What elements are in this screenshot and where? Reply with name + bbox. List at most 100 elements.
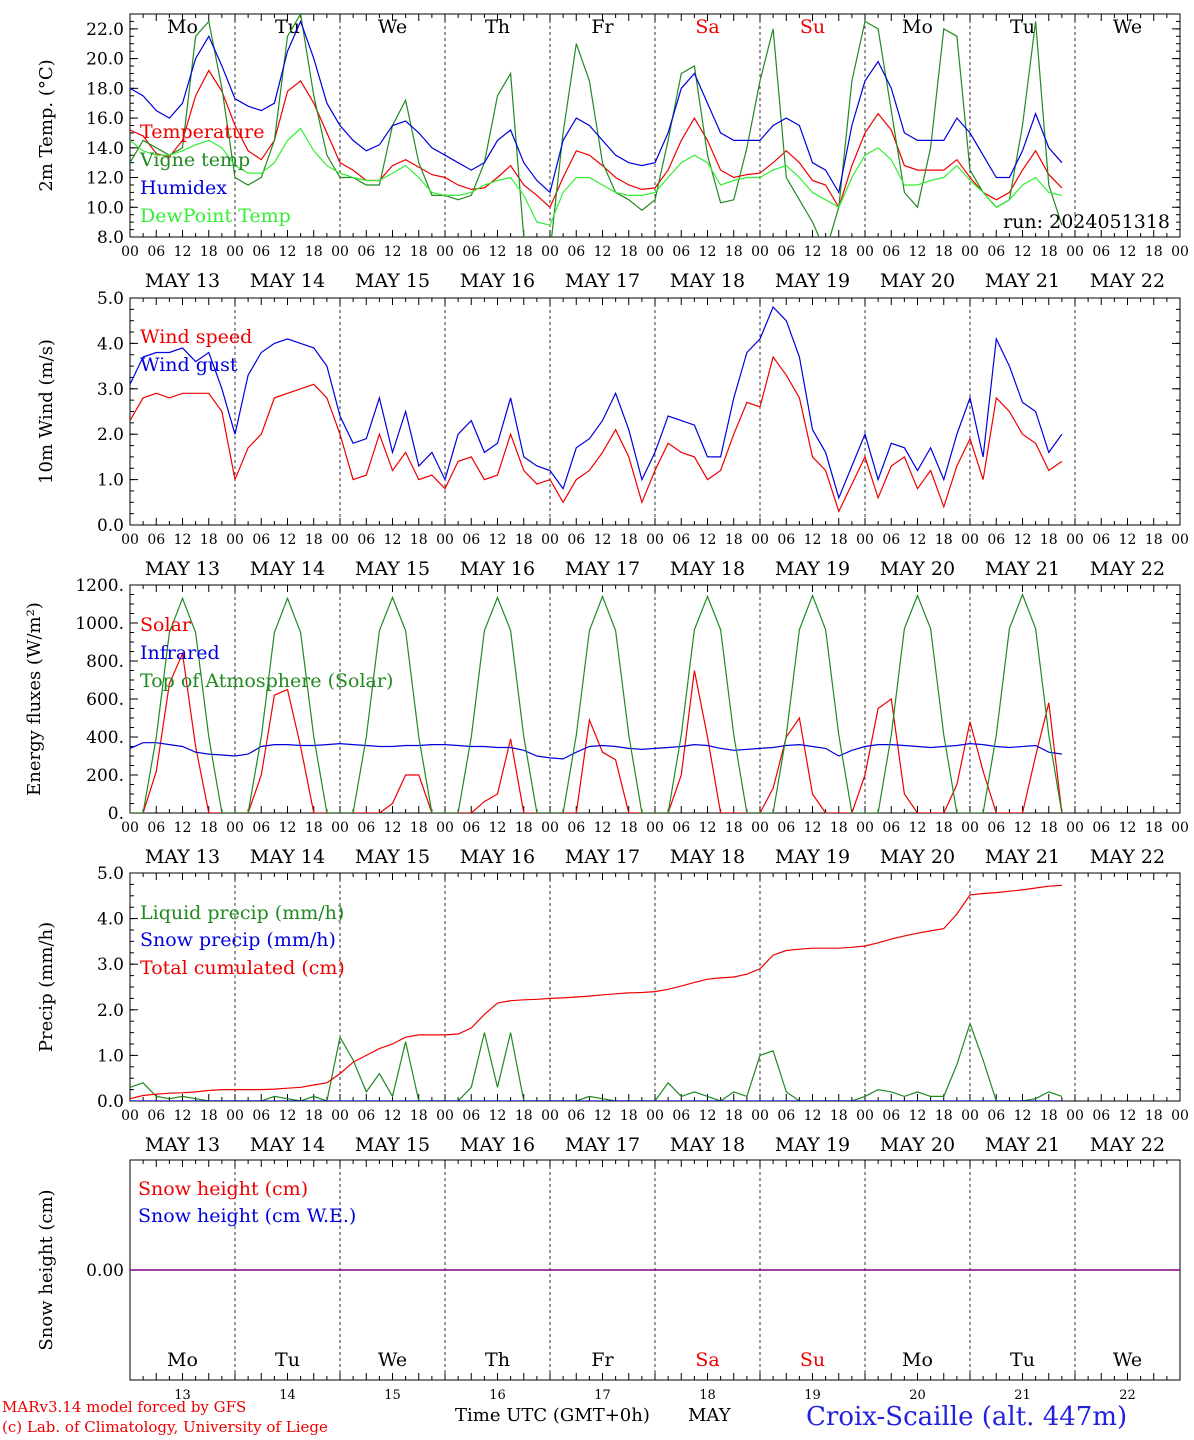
x-hour-label: 12 <box>279 1108 297 1124</box>
weekday-label: Tu <box>275 16 300 38</box>
x-hour-label: 12 <box>174 820 192 836</box>
series-line-3-2 <box>130 742 1062 760</box>
x-date-label: MAY 20 <box>880 1134 955 1156</box>
day-number-label: 18 <box>699 1388 716 1403</box>
y-tick-label: 18.0 <box>86 79 124 99</box>
series-line-3-3 <box>130 592 1063 813</box>
x-hour-label: 00 <box>751 820 769 836</box>
x-hour-label: 12 <box>594 532 612 548</box>
x-hour-label: 00 <box>646 244 664 260</box>
x-hour-label: 12 <box>384 244 402 260</box>
x-hour-label: 00 <box>961 244 979 260</box>
x-hour-label: 00 <box>646 820 664 836</box>
y-tick-label: 8.0 <box>97 228 124 248</box>
x-hour-label: 06 <box>147 820 165 836</box>
x-date-label: MAY 13 <box>145 270 220 292</box>
x-hour-label: 00 <box>1066 244 1084 260</box>
day-number-label: 13 <box>174 1388 191 1403</box>
y-tick-label: 16.0 <box>86 109 124 129</box>
x-hour-label: 00 <box>226 1108 244 1124</box>
y-tick-label: 1000. <box>75 614 124 634</box>
y-axis-label: Snow height (cm) <box>36 1189 57 1350</box>
x-hour-label: 00 <box>121 244 139 260</box>
x-hour-label: 06 <box>672 820 690 836</box>
y-tick-label: 1.0 <box>97 1046 124 1066</box>
x-hour-label: 00 <box>331 532 349 548</box>
x-hour-label: 06 <box>1092 820 1110 836</box>
day-number-label: 16 <box>489 1388 506 1403</box>
x-hour-label: 12 <box>1014 1108 1032 1124</box>
x-hour-label: 12 <box>1014 244 1032 260</box>
x-hour-label: 18 <box>620 1108 638 1124</box>
day-number-label: 14 <box>279 1388 296 1403</box>
x-hour-label: 18 <box>515 532 533 548</box>
x-hour-label: 12 <box>384 1108 402 1124</box>
x-hour-label: 06 <box>252 1108 270 1124</box>
x-hour-label: 06 <box>462 820 480 836</box>
day-number-label: 17 <box>594 1388 611 1403</box>
x-hour-label: 00 <box>226 244 244 260</box>
x-hour-label: 18 <box>725 1108 743 1124</box>
x-hour-label: 18 <box>935 1108 953 1124</box>
legend-entry: Solar <box>140 614 192 636</box>
x-hour-label: 06 <box>147 244 165 260</box>
y-tick-label: 400. <box>86 728 124 748</box>
x-hour-label: 18 <box>830 820 848 836</box>
x-date-label: MAY 14 <box>250 270 325 292</box>
x-hour-label: 00 <box>961 532 979 548</box>
series-line-1-3 <box>130 19 1063 195</box>
x-hour-label: 00 <box>121 532 139 548</box>
weekday-label: Sa <box>695 16 719 38</box>
x-hour-label: 12 <box>489 820 507 836</box>
x-hour-label: 06 <box>777 820 795 836</box>
series-line-2-1 <box>130 355 1063 514</box>
day-number-label: 20 <box>909 1388 926 1403</box>
weekday-label: Tu <box>1010 16 1035 38</box>
x-date-label: MAY 16 <box>460 558 535 580</box>
legend-entry: Snow height (cm) <box>138 1178 308 1200</box>
x-hour-label: 18 <box>410 244 428 260</box>
x-date-label: MAY 22 <box>1090 1134 1165 1156</box>
x-hour-label: 18 <box>725 244 743 260</box>
weekday-label: Mo <box>902 1349 933 1371</box>
credit-line-1: MARv3.14 model forced by GFS <box>2 1398 247 1416</box>
x-hour-label: 06 <box>672 532 690 548</box>
x-date-label: MAY 20 <box>880 846 955 868</box>
legend-entry: Wind speed <box>140 326 252 348</box>
x-hour-label: 18 <box>200 820 218 836</box>
series-line-2-2 <box>130 306 1063 500</box>
x-hour-label: 00 <box>1171 244 1189 260</box>
x-date-label: MAY 19 <box>775 846 850 868</box>
x-hour-label: 06 <box>1092 244 1110 260</box>
x-hour-label: 00 <box>856 532 874 548</box>
x-hour-label: 06 <box>1092 1108 1110 1124</box>
weekday-label: Mo <box>902 16 933 38</box>
x-date-label: MAY 16 <box>460 270 535 292</box>
x-hour-label: 18 <box>1145 820 1163 836</box>
y-tick-label: 2.0 <box>97 1001 124 1021</box>
x-hour-label: 00 <box>1066 820 1084 836</box>
x-hour-label: 12 <box>279 532 297 548</box>
panel-2: 0.0 1.0 2.0 3.0 4.0 5.0 10m Wind (m/s) 00 06 12 18… <box>36 289 1189 580</box>
x-hour-label: 12 <box>699 820 717 836</box>
y-tick-label: 0.0 <box>97 1092 124 1112</box>
x-hour-label: 06 <box>357 532 375 548</box>
x-hour-label: 12 <box>909 532 927 548</box>
legend-entry: Snow height (cm W.E.) <box>138 1205 356 1227</box>
x-hour-label: 12 <box>174 1108 192 1124</box>
x-hour-label: 06 <box>672 244 690 260</box>
x-hour-label: 18 <box>830 532 848 548</box>
day-number-label: 19 <box>804 1388 821 1403</box>
x-hour-label: 12 <box>804 532 822 548</box>
y-tick-label: 0. <box>108 804 124 824</box>
x-hour-label: 06 <box>987 1108 1005 1124</box>
x-hour-label: 00 <box>1171 1108 1189 1124</box>
panel-5: 0.00 Snow height (cm) Mo Tu We Th Fr Sa Su Mo Tu We… <box>36 1159 1181 1403</box>
x-hour-label: 06 <box>987 244 1005 260</box>
x-hour-label: 00 <box>331 820 349 836</box>
x-hour-label: 12 <box>489 244 507 260</box>
x-hour-label: 18 <box>200 244 218 260</box>
x-hour-label: 00 <box>1066 1108 1084 1124</box>
y-axis-label: 10m Wind (m/s) <box>36 339 57 484</box>
weekday-label: We <box>1113 1349 1142 1371</box>
